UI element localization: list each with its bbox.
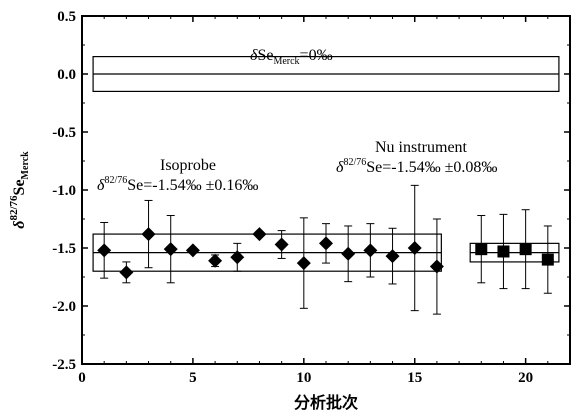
nu-annotation: δ82/76Se=-1.54‰ ±0.08‰ [336, 157, 497, 176]
merck-annotation: δSeMerck=0‰ [250, 47, 333, 67]
nu-title: Nu instrument [375, 139, 468, 156]
y-axis-ticks: 0.5 0.0 -0.5 -1.0 -1.5 -2.0 -2.5 [52, 9, 570, 373]
y-tick-label: 0.0 [57, 67, 76, 83]
diamond-marker [274, 237, 289, 252]
square-marker [541, 253, 554, 266]
diamond-marker [185, 243, 200, 258]
x-tick-label: 0 [78, 370, 86, 386]
data-markers [97, 227, 554, 280]
y-tick-label: -1.5 [52, 241, 76, 257]
diamond-marker [230, 250, 245, 265]
x-tick-label: 15 [407, 370, 422, 386]
y-tick-label: 0.5 [57, 9, 76, 25]
diamond-marker [163, 242, 178, 257]
diamond-marker [319, 236, 333, 251]
diamond-marker [385, 249, 400, 264]
x-axis-ticks: 0 5 10 15 20 [78, 16, 549, 386]
diamond-marker [429, 259, 444, 274]
diamond-marker [341, 246, 356, 261]
isoprobe-title: Isoprobe [160, 157, 216, 174]
diamond-marker [97, 243, 112, 258]
square-marker [519, 243, 532, 256]
isoprobe-annotation: δ82/76Se=-1.54‰ ±0.16‰ [97, 175, 258, 194]
diamond-marker [296, 256, 311, 271]
diamond-marker [119, 265, 134, 280]
y-tick-label: -2.0 [52, 299, 76, 315]
diamond-marker [141, 227, 156, 242]
square-marker [475, 243, 488, 256]
y-tick-label: -2.5 [52, 357, 76, 373]
x-axis-title: 分析批次 [294, 393, 358, 412]
y-axis-title: δ82/76SeMerck [8, 151, 31, 229]
x-tick-label: 20 [518, 370, 533, 386]
diamond-marker [208, 253, 223, 268]
y-tick-label: -0.5 [52, 125, 76, 141]
diamond-marker [252, 227, 267, 242]
x-tick-label: 5 [189, 370, 197, 386]
square-marker [497, 245, 510, 258]
diamond-marker [363, 243, 378, 258]
y-tick-label: -1.0 [52, 183, 76, 199]
diamond-marker [407, 241, 422, 255]
x-tick-label: 10 [296, 370, 311, 386]
